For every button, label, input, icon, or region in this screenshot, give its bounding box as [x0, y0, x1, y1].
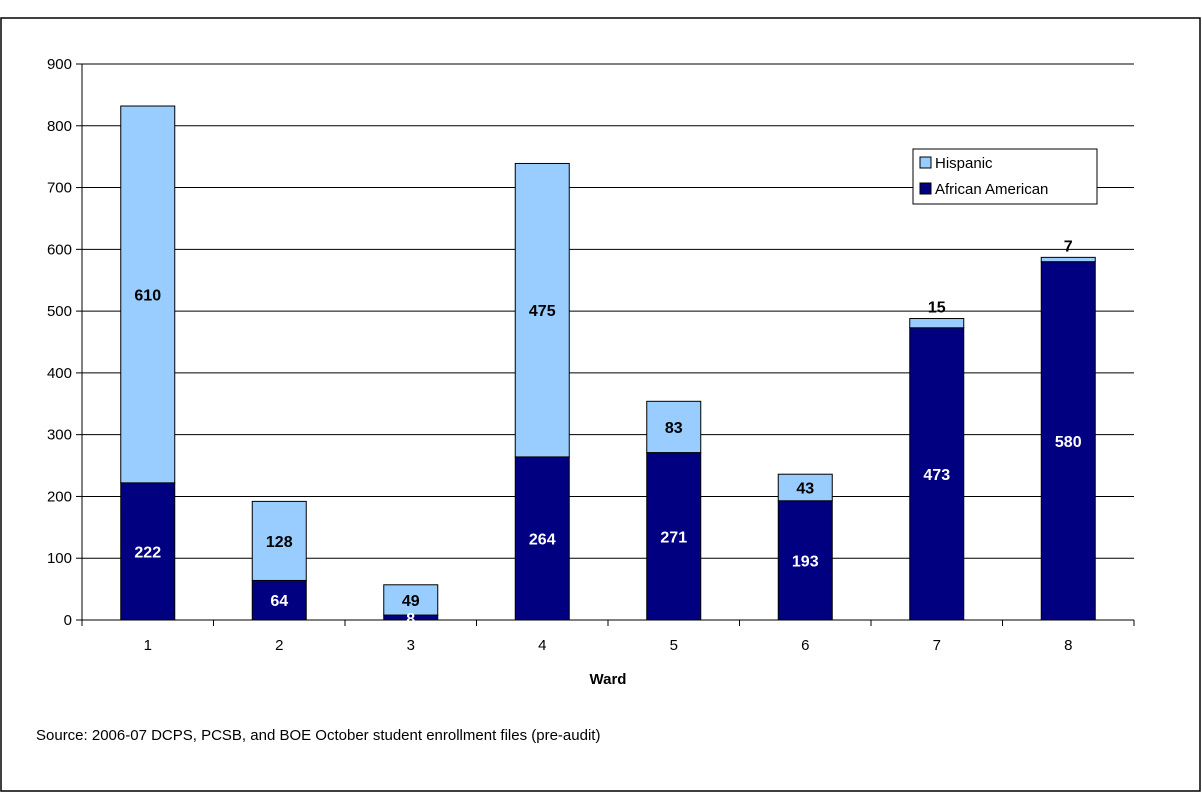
data-label-hispanic: 610 [134, 287, 161, 304]
data-label-african-american: 580 [1055, 434, 1082, 451]
data-label-hispanic: 83 [665, 420, 683, 437]
bar-african-american-ward-1 [120, 482, 176, 621]
data-label-hispanic: 15 [928, 300, 946, 317]
data-label-african-american: 222 [134, 544, 161, 561]
y-tick-label: 0 [64, 612, 72, 629]
x-axis-ticks: 1 2 3 4 5 6 7 8 [81, 620, 1135, 654]
data-label-african-american: 264 [529, 531, 556, 548]
bar-hispanic-ward-3 [383, 584, 439, 616]
data-label-african-american: 271 [660, 529, 687, 546]
y-tick-label: 200 [47, 488, 72, 505]
data-label-african-american: 8 [406, 611, 415, 628]
legend-label-african-american: African American [935, 181, 1048, 198]
data-label-hispanic: 43 [796, 480, 814, 497]
x-axis-title: Ward [590, 671, 627, 688]
bars [120, 105, 1096, 621]
y-tick-label: 800 [47, 118, 72, 135]
source-note: Source: 2006-07 DCPS, PCSB, and BOE Octo… [36, 727, 600, 744]
x-tick-label: 1 [144, 637, 152, 654]
bar-african-american-ward-2 [251, 579, 307, 621]
bar-hispanic-ward-1 [120, 105, 176, 484]
x-tick-label: 5 [670, 637, 678, 654]
data-label-african-american: 193 [792, 553, 819, 570]
bar-hispanic-ward-5 [646, 400, 702, 454]
chart-frame [0, 17, 1201, 792]
bar-hispanic-ward-4 [514, 162, 570, 458]
legend-swatch-hispanic [919, 156, 932, 169]
legend: Hispanic African American [912, 148, 1098, 205]
x-tick-label: 3 [407, 637, 415, 654]
y-tick-label: 100 [47, 550, 72, 567]
bar-hispanic-ward-7 [909, 318, 965, 329]
y-tick-label: 300 [47, 427, 72, 444]
x-tick-label: 7 [933, 637, 941, 654]
data-label-african-american: 473 [923, 467, 950, 484]
data-label-hispanic: 49 [402, 593, 420, 610]
legend-label-hispanic: Hispanic [935, 155, 993, 172]
y-axis-ticks: 0 100 200 300 400 500 600 700 800 900 [47, 56, 82, 629]
data-label-african-american: 64 [270, 593, 288, 610]
data-labels: 222 610 64 128 849 264 475 271 83 193 43 473 15 580 7 [134, 238, 1081, 628]
data-label-hispanic: 475 [529, 303, 556, 320]
y-tick-label: 700 [47, 180, 72, 197]
legend-swatch-african-american [919, 182, 932, 195]
bar-african-american-ward-8 [1040, 261, 1096, 621]
bar-african-american-ward-4 [514, 456, 570, 621]
x-tick-label: 8 [1064, 637, 1072, 654]
x-tick-label: 4 [538, 637, 546, 654]
bar-hispanic-ward-6 [777, 473, 833, 502]
y-tick-label: 900 [47, 56, 72, 73]
y-tick-label: 500 [47, 303, 72, 320]
y-tick-label: 400 [47, 365, 72, 382]
data-label-hispanic: 128 [266, 534, 293, 551]
legend-box [912, 148, 1098, 205]
data-label-hispanic: 7 [1064, 238, 1073, 255]
x-tick-label: 6 [801, 637, 809, 654]
bar-hispanic-ward-8 [1040, 256, 1096, 263]
x-tick-label: 2 [275, 637, 283, 654]
y-tick-label: 600 [47, 241, 72, 258]
bar-hispanic-ward-2 [251, 500, 307, 581]
